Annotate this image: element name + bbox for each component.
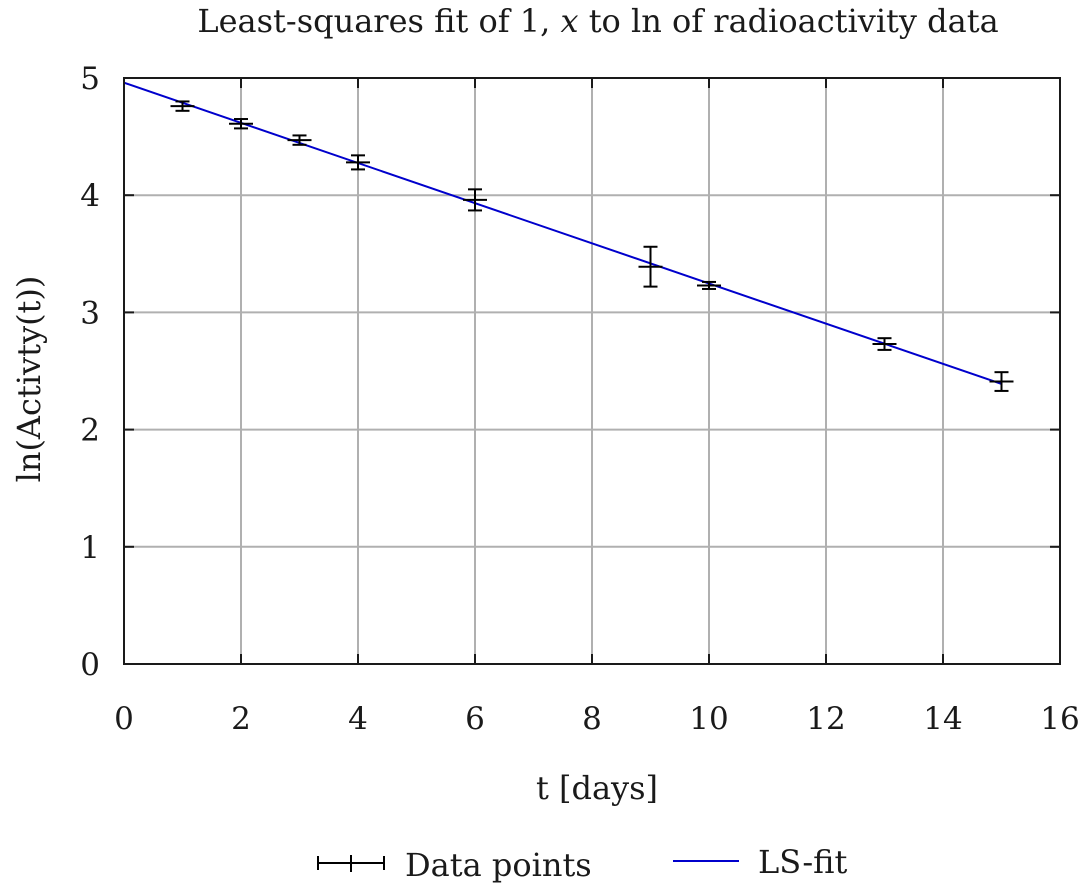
x-tick-label: 12 xyxy=(806,701,845,737)
legend-label-data-points: Data points xyxy=(405,846,592,884)
chart-title: Least-squares fit of 1, x to ln of radio… xyxy=(197,2,998,40)
data-point xyxy=(229,118,253,130)
grid-lines xyxy=(124,78,1060,664)
x-axis-label: t [days] xyxy=(536,769,658,807)
y-tick-label: 1 xyxy=(80,530,100,566)
fit-line xyxy=(123,81,1002,385)
x-tick-label: 14 xyxy=(923,701,962,737)
x-tick-label: 0 xyxy=(114,701,134,737)
x-tick-labels: 0 2 4 6 8 10 12 14 16 xyxy=(114,701,1080,737)
x-tick-label: 16 xyxy=(1040,701,1079,737)
y-axis-label: ln(Activty(t)) xyxy=(10,276,48,483)
x-tick-label: 6 xyxy=(465,701,485,737)
x-tick-label: 10 xyxy=(689,701,728,737)
data-points-group xyxy=(170,100,1014,392)
data-point xyxy=(170,100,195,112)
legend: Data points LS-fit xyxy=(317,843,848,884)
legend-errorbar-icon xyxy=(317,855,385,872)
y-tick-label: 2 xyxy=(80,413,100,449)
data-point xyxy=(287,134,312,146)
data-point xyxy=(346,154,370,171)
axis-ticks xyxy=(123,77,1061,665)
y-tick-label: 5 xyxy=(80,61,100,97)
x-tick-label: 2 xyxy=(231,701,251,737)
data-point xyxy=(989,371,1014,392)
legend-label-ls-fit: LS-fit xyxy=(758,843,848,881)
y-tick-label: 3 xyxy=(80,295,100,331)
data-point xyxy=(638,245,663,288)
x-tick-label: 4 xyxy=(348,701,368,737)
data-point xyxy=(872,337,897,351)
data-point xyxy=(463,188,487,212)
data-point xyxy=(697,280,721,290)
y-tick-label: 0 xyxy=(80,647,100,683)
y-tick-label: 4 xyxy=(80,178,100,214)
y-tick-labels: 0 1 2 3 4 5 xyxy=(80,61,100,683)
x-tick-label: 8 xyxy=(582,701,602,737)
fit-line-group xyxy=(123,81,1002,385)
